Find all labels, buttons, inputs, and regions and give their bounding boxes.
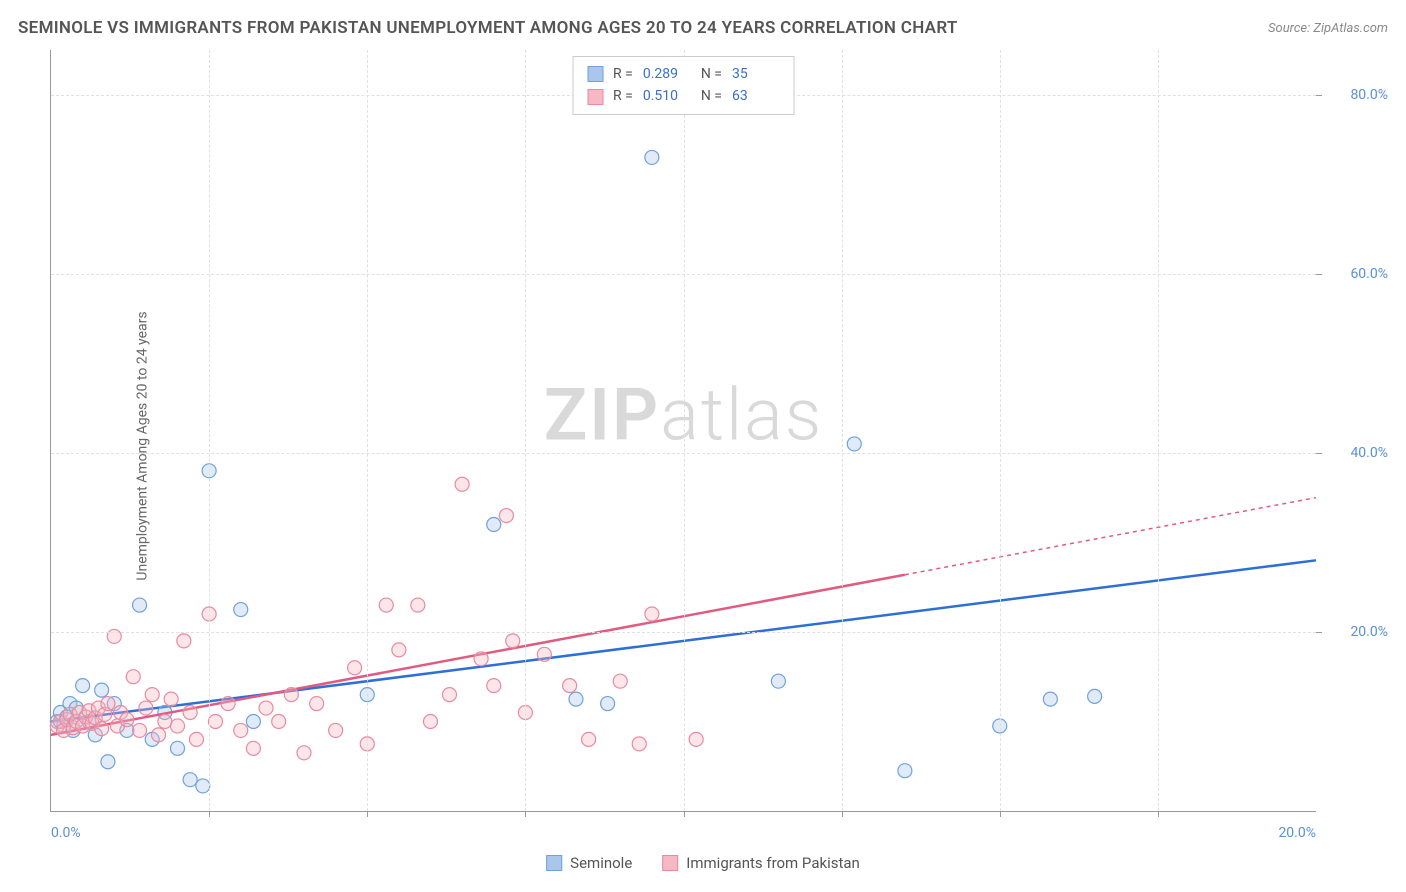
- r-value-series1: 0.289: [643, 63, 691, 85]
- legend-item-series1: Seminole: [546, 854, 632, 872]
- data-point: [259, 701, 273, 715]
- data-point: [246, 741, 260, 755]
- data-point: [221, 697, 235, 711]
- data-point: [424, 714, 438, 728]
- y-tick-label: 80.0%: [1350, 87, 1388, 103]
- y-tick-label: 60.0%: [1350, 266, 1388, 282]
- data-point: [506, 634, 520, 648]
- data-point: [133, 598, 147, 612]
- data-point: [171, 741, 185, 755]
- data-point: [234, 723, 248, 737]
- n-value-series2: 63: [732, 85, 780, 107]
- data-point: [152, 728, 166, 742]
- data-point: [563, 679, 577, 693]
- data-point: [177, 634, 191, 648]
- y-tick-label: 40.0%: [1350, 445, 1388, 461]
- y-tick-label: 20.0%: [1350, 624, 1388, 640]
- data-point: [95, 683, 109, 697]
- data-point: [145, 688, 159, 702]
- legend-label-series1: Seminole: [570, 854, 632, 872]
- series-legend: Seminole Immigrants from Pakistan: [546, 854, 860, 872]
- data-point: [601, 697, 615, 711]
- data-point: [499, 509, 513, 523]
- data-point: [95, 722, 109, 736]
- data-point: [1088, 689, 1102, 703]
- data-point: [310, 697, 324, 711]
- data-point: [898, 764, 912, 778]
- data-point: [284, 688, 298, 702]
- data-point: [392, 643, 406, 657]
- data-point: [183, 706, 197, 720]
- data-point: [348, 661, 362, 675]
- legend-label-series2: Immigrants from Pakistan: [686, 854, 860, 872]
- r-label: R =: [613, 63, 633, 85]
- data-point: [297, 746, 311, 760]
- data-point: [487, 518, 501, 532]
- data-point: [632, 737, 646, 751]
- legend-item-series2: Immigrants from Pakistan: [662, 854, 860, 872]
- legend-row-series1: R = 0.289 N = 35: [587, 63, 780, 85]
- x-tick-label: 0.0%: [51, 825, 81, 841]
- data-point: [537, 647, 551, 661]
- data-point: [183, 773, 197, 787]
- data-point: [208, 714, 222, 728]
- data-point: [120, 713, 134, 727]
- data-point: [272, 714, 286, 728]
- data-point: [158, 714, 172, 728]
- data-point: [582, 732, 596, 746]
- data-point: [133, 723, 147, 737]
- correlation-legend: R = 0.289 N = 35 R = 0.510 N = 63: [572, 56, 795, 115]
- x-tick-label: 20.0%: [1278, 825, 1316, 841]
- data-point: [689, 732, 703, 746]
- data-point: [196, 779, 210, 793]
- swatch-series1: [546, 855, 562, 871]
- data-point: [455, 477, 469, 491]
- n-value-series1: 35: [732, 63, 780, 85]
- data-point: [234, 603, 248, 617]
- data-point: [771, 674, 785, 688]
- data-point: [101, 697, 115, 711]
- data-point: [847, 437, 861, 451]
- swatch-series2: [587, 89, 603, 105]
- data-point: [487, 679, 501, 693]
- swatch-series2: [662, 855, 678, 871]
- data-point: [379, 598, 393, 612]
- data-point: [164, 692, 178, 706]
- data-point: [189, 732, 203, 746]
- trend-line-dashed-series2: [905, 498, 1316, 575]
- legend-row-series2: R = 0.510 N = 63: [587, 85, 780, 107]
- data-point: [329, 723, 343, 737]
- data-point: [76, 679, 90, 693]
- chart-title: SEMINOLE VS IMMIGRANTS FROM PAKISTAN UNE…: [18, 18, 958, 38]
- data-point: [411, 598, 425, 612]
- data-point: [139, 701, 153, 715]
- data-point: [474, 652, 488, 666]
- data-point: [101, 755, 115, 769]
- n-label: N =: [701, 63, 722, 85]
- source-attribution: Source: ZipAtlas.com: [1268, 21, 1388, 36]
- data-point: [246, 714, 260, 728]
- data-point: [442, 688, 456, 702]
- data-point: [645, 607, 659, 621]
- data-point: [613, 674, 627, 688]
- n-label: N =: [701, 85, 722, 107]
- data-point: [1043, 692, 1057, 706]
- data-point: [645, 150, 659, 164]
- plot-area: ZIPatlas R = 0.289 N = 35 R = 0.510 N = …: [50, 50, 1316, 812]
- data-point: [171, 719, 185, 733]
- data-point: [569, 692, 583, 706]
- r-value-series2: 0.510: [643, 85, 691, 107]
- r-label: R =: [613, 85, 633, 107]
- data-point: [126, 670, 140, 684]
- swatch-series1: [587, 66, 603, 82]
